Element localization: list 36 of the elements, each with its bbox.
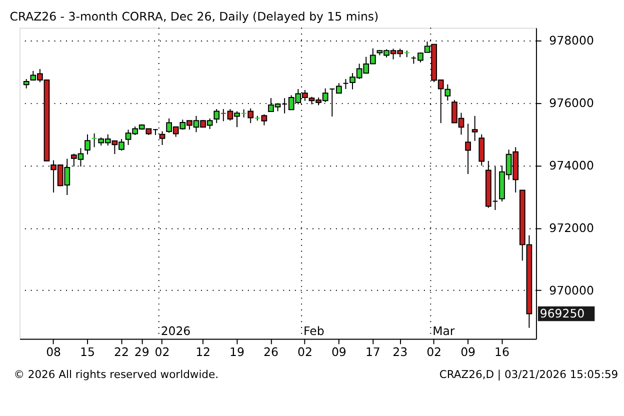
x-tick-label: 12 xyxy=(196,344,210,359)
x-tick-label: 22 xyxy=(114,344,129,359)
x-tick-label: 15 xyxy=(80,344,95,359)
annotation: Mar xyxy=(432,324,455,338)
x-tick-label: 02 xyxy=(426,344,442,359)
x-tick-label: 09 xyxy=(460,344,476,359)
x-tick-label: 19 xyxy=(230,344,244,359)
candlestick xyxy=(444,84,451,102)
x-tick-label: 02 xyxy=(154,344,170,359)
x-tick-label: 29 xyxy=(134,344,150,359)
text: 969250 xyxy=(540,306,585,321)
annotation: Feb xyxy=(304,324,324,338)
x-tick-label: 17 xyxy=(365,344,380,359)
y-tick-label: 978000 xyxy=(549,34,594,48)
y-tick-label: 970000 xyxy=(549,284,594,298)
candlestick xyxy=(342,78,349,90)
text: © 2026 All rights reserved worldwide. xyxy=(14,368,219,381)
candlestick xyxy=(248,108,254,124)
y-tick-label: 974000 xyxy=(549,158,594,173)
x-tick-label: 16 xyxy=(494,344,510,359)
x-tick-label: 02 xyxy=(297,344,312,359)
annotation: 2026 xyxy=(160,324,191,338)
text: CRAZ26,D | 03/21/2026 15:05:59 xyxy=(439,368,618,381)
x-tick-label: 08 xyxy=(46,344,61,359)
candlestick xyxy=(214,108,220,124)
y-tick-label: 972000 xyxy=(549,221,594,236)
candlestick xyxy=(261,114,268,126)
chart-title: CRAZ26 - 3-month CORRA, Dec 26, Daily (Delayed by 15 mins) xyxy=(10,9,379,24)
candlestick xyxy=(472,115,478,142)
candlestick xyxy=(23,78,30,89)
x-tick-label: 26 xyxy=(264,344,278,359)
candlestick xyxy=(478,134,485,166)
x-tick-label: 09 xyxy=(331,344,346,359)
candlestick xyxy=(84,134,90,155)
x-tick-label: 23 xyxy=(392,344,408,359)
y-tick-label: 976000 xyxy=(549,96,594,110)
